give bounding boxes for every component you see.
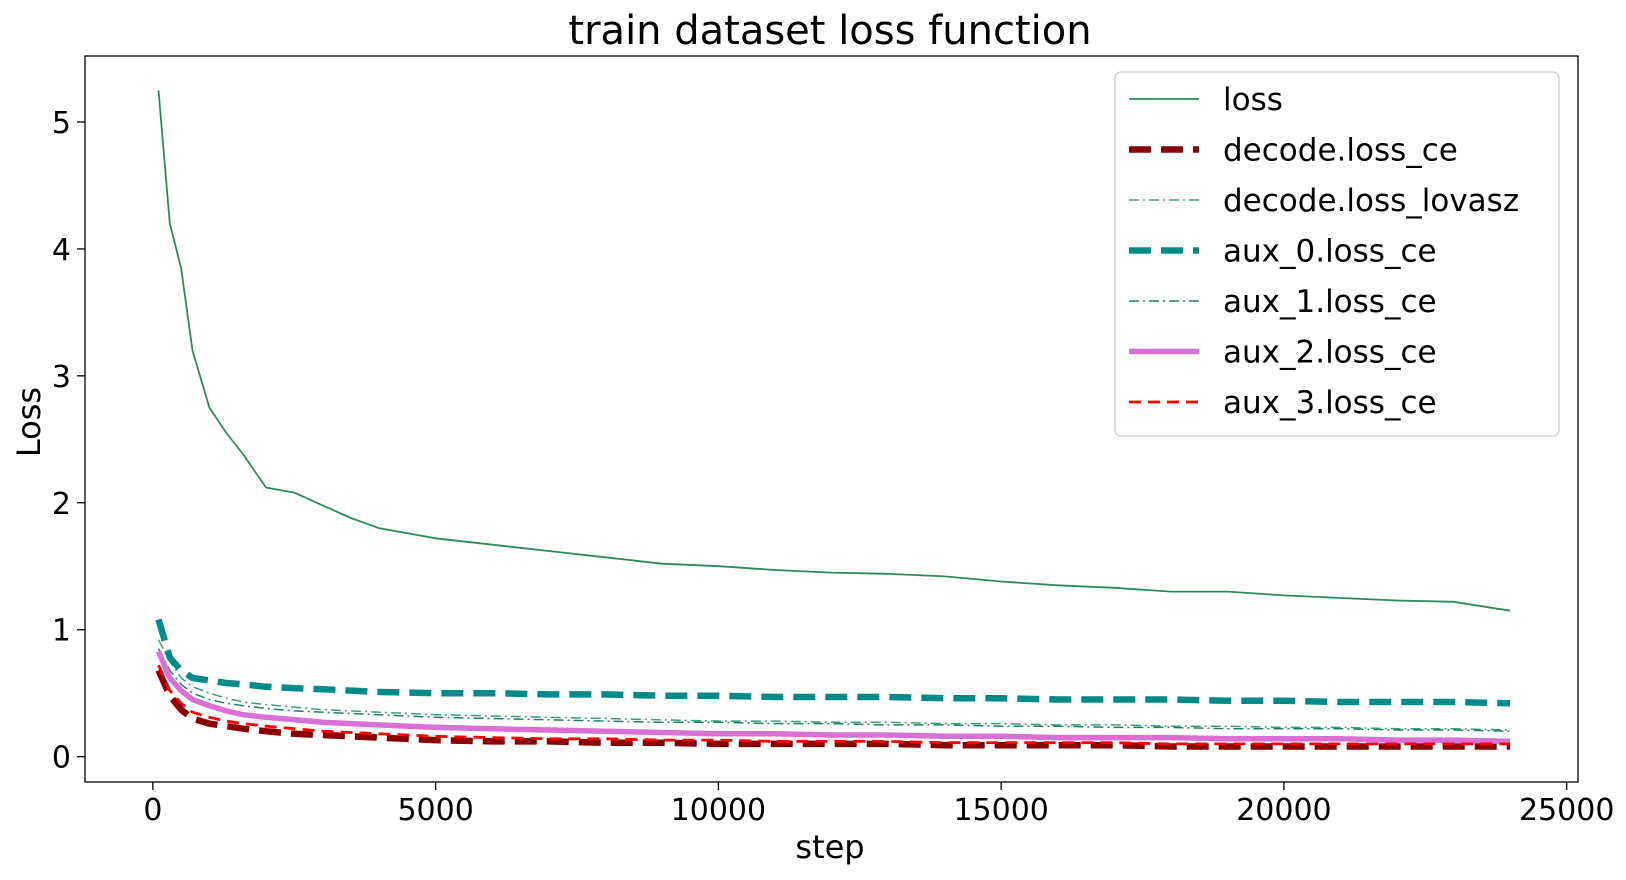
x-tick-label: 25000 bbox=[1519, 793, 1614, 828]
chart-title: train dataset loss function bbox=[568, 8, 1091, 54]
x-tick-label: 10000 bbox=[671, 793, 766, 828]
x-tick-label: 0 bbox=[143, 793, 162, 828]
legend-label-decode-loss-lovasz: decode.loss_lovasz bbox=[1223, 183, 1519, 219]
plot-frame bbox=[84, 55, 1579, 783]
y-tick-label: 3 bbox=[52, 360, 71, 395]
y-axis-label: Loss bbox=[10, 387, 48, 457]
series-line-aux-2-loss-ce bbox=[155, 650, 1511, 745]
x-tick-label: 20000 bbox=[1236, 793, 1331, 828]
legend: loss decode.loss_ce decode.loss_lovasz aux_… bbox=[1114, 71, 1560, 437]
series-line-decode-loss-ce bbox=[155, 668, 1511, 750]
legend-box bbox=[1114, 71, 1560, 437]
legend-label-aux-3-loss-ce: aux_3.loss_ce bbox=[1223, 385, 1437, 421]
series-line-loss bbox=[157, 90, 1511, 612]
legend-label-aux-0-loss-ce: aux_0.loss_ce bbox=[1223, 234, 1437, 270]
y-tick-label: 0 bbox=[52, 741, 71, 776]
legend-label-loss: loss bbox=[1223, 82, 1283, 118]
series-line-aux-3-loss-ce bbox=[157, 664, 1511, 746]
legend-label-aux-1-loss-ce: aux_1.loss_ce bbox=[1223, 284, 1437, 320]
x-axis-label: step bbox=[795, 828, 864, 866]
series-line-aux-0-loss-ce bbox=[155, 618, 1511, 707]
x-tick-label: 5000 bbox=[397, 793, 473, 828]
legend-label-aux-2-loss-ce: aux_2.loss_ce bbox=[1223, 335, 1437, 371]
y-tick-label: 1 bbox=[52, 614, 71, 649]
y-tick-label: 2 bbox=[52, 487, 71, 522]
series-line-decode-loss-lovasz bbox=[157, 639, 1511, 731]
x-tick-label: 15000 bbox=[953, 793, 1048, 828]
series-line-aux-1-loss-ce bbox=[157, 648, 1511, 732]
series-layer bbox=[155, 90, 1511, 750]
legend-label-decode-loss-ce: decode.loss_ce bbox=[1223, 133, 1458, 169]
y-tick-label: 5 bbox=[52, 106, 71, 141]
axes-layer: 0 5000 10000 15000 20000 25000 0 1 2 3 4 5 bbox=[52, 55, 1614, 828]
y-tick-label: 4 bbox=[52, 233, 71, 268]
